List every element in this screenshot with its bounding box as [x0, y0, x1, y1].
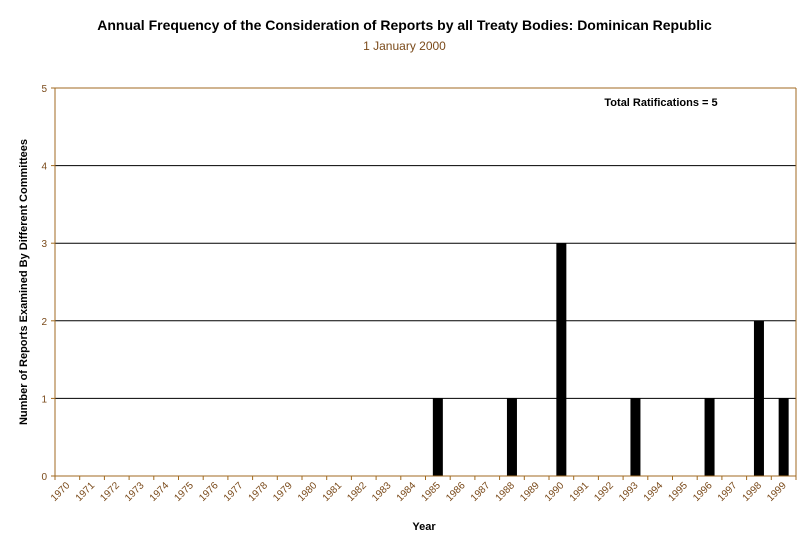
x-axis-title: Year [412, 521, 436, 533]
bar-1993 [630, 398, 641, 476]
x-tick-label-1990: 1990 [543, 480, 567, 504]
y-tick-label-2: 2 [41, 317, 47, 328]
x-tick-label-1999: 1999 [765, 480, 789, 504]
bars [432, 243, 789, 476]
bar-1988 [506, 398, 517, 476]
x-tick-label-1988: 1988 [494, 480, 518, 504]
x-tick-label-1992: 1992 [592, 480, 616, 504]
gridlines [55, 87, 796, 399]
y-tick-label-5: 5 [41, 84, 47, 95]
y-tick-label-0: 0 [41, 472, 47, 483]
x-tick-label-1977: 1977 [222, 480, 246, 504]
x-tick-label-1982: 1982 [345, 480, 369, 504]
x-tick-label-1996: 1996 [691, 480, 715, 504]
x-tick-label-1976: 1976 [197, 480, 221, 504]
x-tick-label-1995: 1995 [666, 480, 690, 504]
x-tick-label-1975: 1975 [172, 480, 196, 504]
bar-1996 [704, 398, 715, 476]
x-tick-label-1985: 1985 [419, 480, 443, 504]
x-tick-label-1974: 1974 [148, 480, 172, 504]
bar-1985 [432, 398, 443, 476]
x-tick-label-1978: 1978 [247, 480, 271, 504]
x-tick-label-1972: 1972 [98, 480, 122, 504]
x-tick-label-1973: 1973 [123, 480, 147, 504]
x-tick-label-1997: 1997 [716, 480, 740, 504]
y-axis-title: Number of Reports Examined By Different … [18, 139, 30, 425]
axes [51, 87, 797, 480]
x-tick-labels: 1970 1971 1972 1973 1974 1975 1976 1977 1978 1979… [49, 480, 789, 504]
x-tick-label-1983: 1983 [370, 480, 394, 504]
chart-subtitle: 1 January 2000 [363, 39, 446, 53]
y-tick-label-3: 3 [41, 239, 47, 250]
bar-1999 [778, 398, 789, 476]
chart-title: Annual Frequency of the Consideration of… [97, 17, 712, 33]
x-tick-label-1971: 1971 [74, 480, 98, 504]
total-ratifications-note: Total Ratifications = 5 [604, 97, 717, 109]
x-tick-label-1994: 1994 [642, 480, 666, 504]
x-tick-label-1980: 1980 [296, 480, 320, 504]
bar-1990 [556, 243, 567, 476]
x-tick-label-1986: 1986 [444, 480, 468, 504]
y-tick-label-1: 1 [41, 394, 47, 405]
y-tick-label-4: 4 [41, 162, 47, 173]
x-tick-label-1993: 1993 [617, 480, 641, 504]
y-tick-labels: 0 1 2 3 4 5 [41, 84, 47, 483]
bar-1998 [753, 320, 764, 476]
x-tick-label-1998: 1998 [741, 480, 765, 504]
x-tick-label-1989: 1989 [518, 480, 542, 504]
x-tick-label-1987: 1987 [469, 480, 493, 504]
x-tick-label-1981: 1981 [321, 480, 345, 504]
x-tick-label-1970: 1970 [49, 480, 73, 504]
x-tick-label-1979: 1979 [271, 480, 295, 504]
x-tick-label-1984: 1984 [395, 480, 419, 504]
x-tick-label-1991: 1991 [568, 480, 592, 504]
